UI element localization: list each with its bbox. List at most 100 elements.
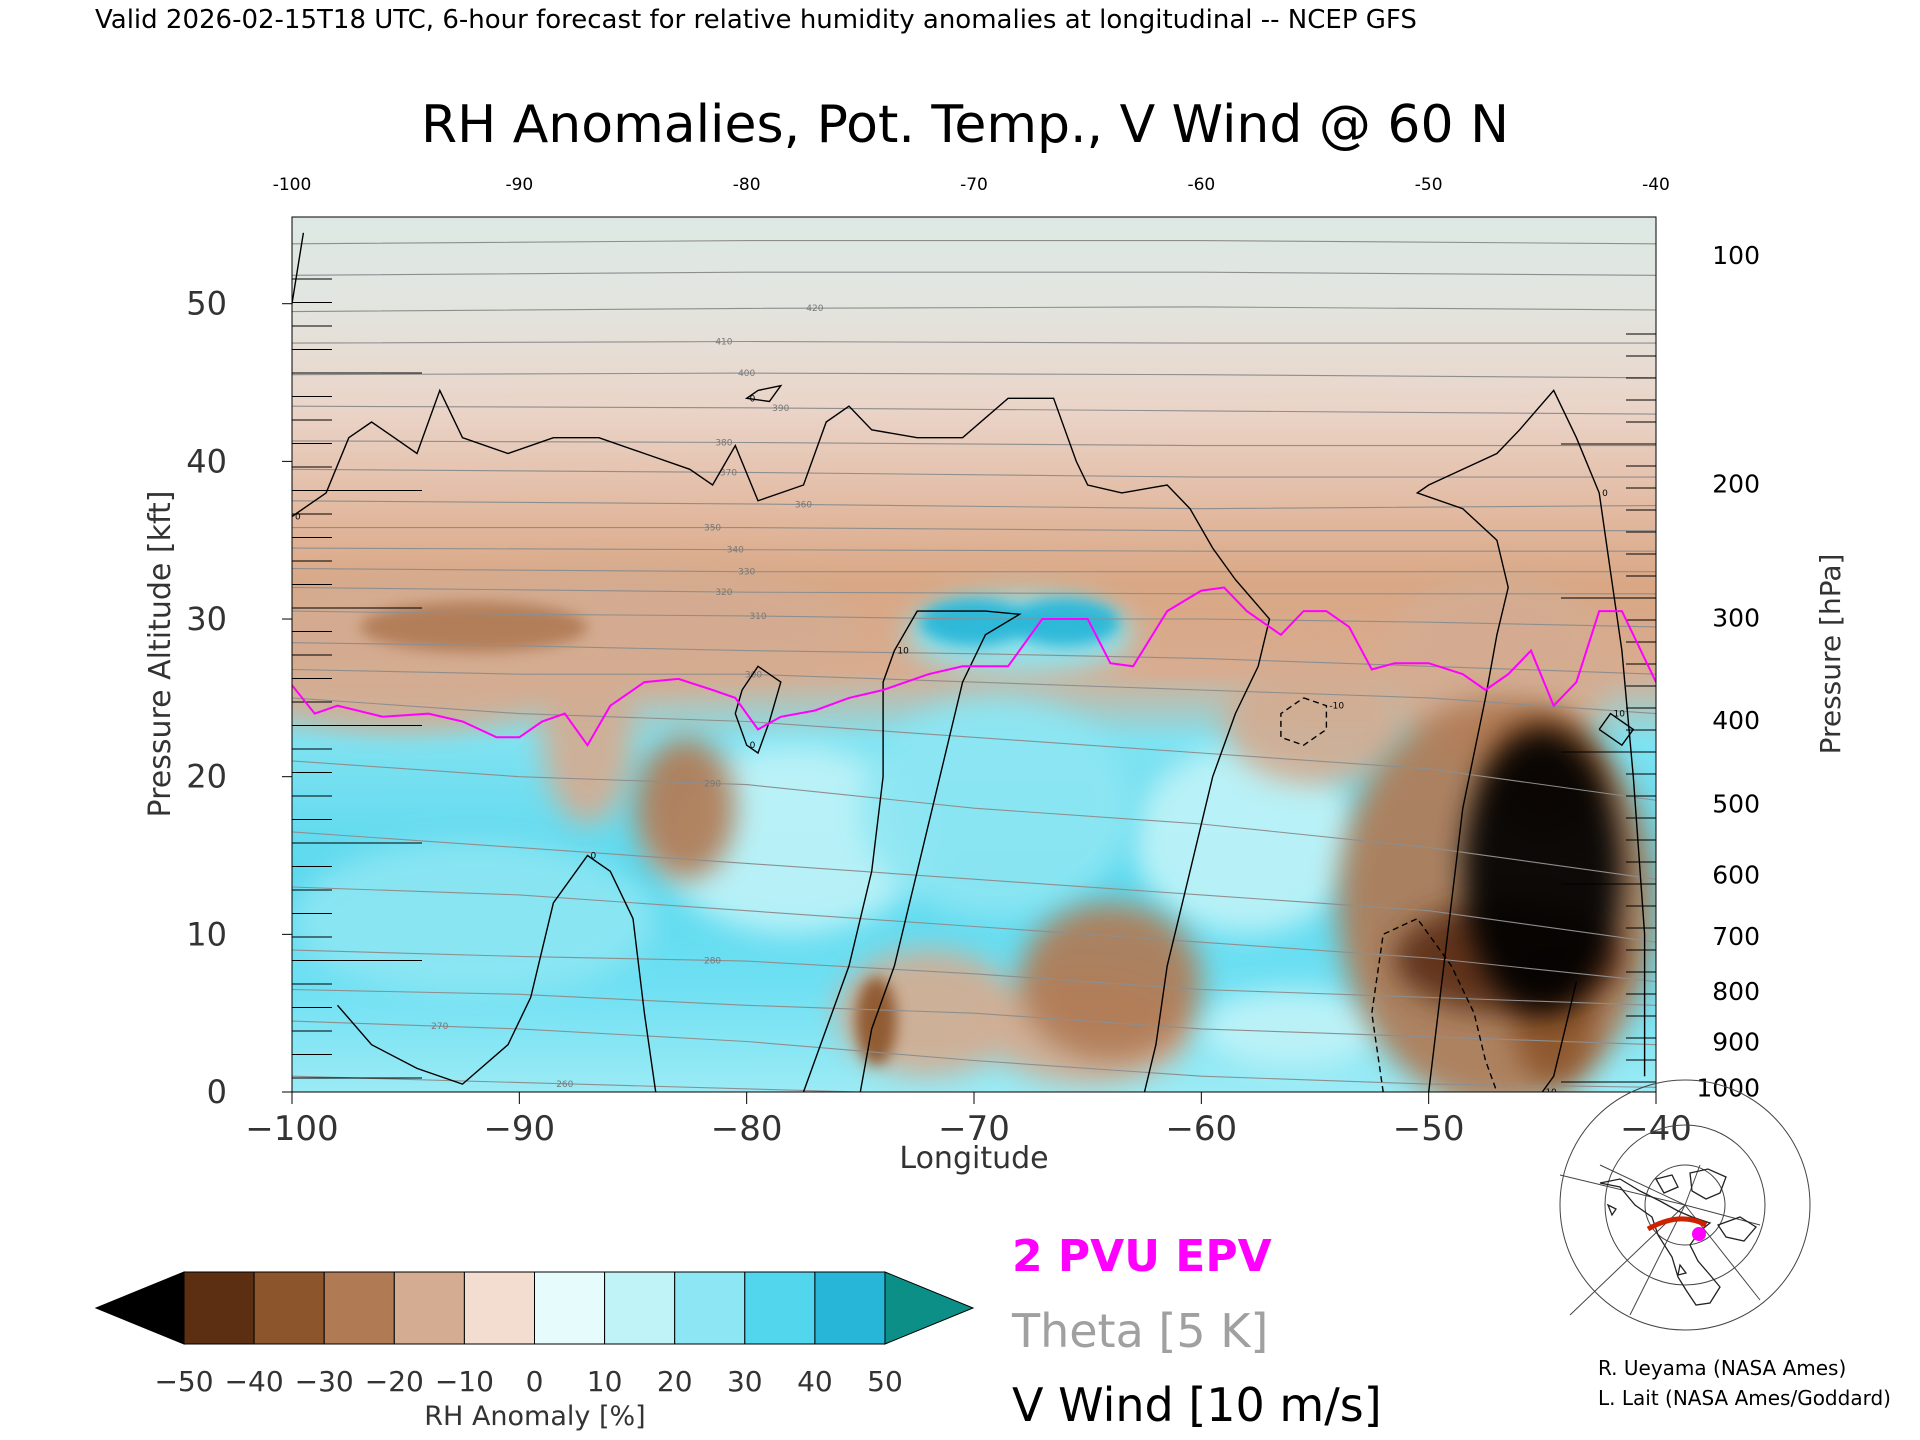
colorbar-tick-label: 10	[587, 1365, 623, 1398]
theta-contour	[292, 372, 1656, 379]
v-wind-contour-label: 0	[295, 513, 301, 523]
theta-contour-label: 400	[738, 369, 755, 379]
legend: 2 PVU EPV Theta [5 K] V Wind [10 m/s]	[1011, 1231, 1382, 1432]
rh-anomaly-blob	[855, 976, 897, 1066]
theta-contour-label: 310	[749, 612, 766, 622]
legend-v-wind: V Wind [10 m/s]	[1012, 1378, 1382, 1432]
section-line	[1646, 1216, 1708, 1232]
top-tick-label: -100	[273, 175, 312, 195]
colorbar-swatch	[253, 1271, 325, 1345]
colorbar-tick-label: −40	[225, 1365, 284, 1398]
colorbar-tick-label: 40	[797, 1365, 833, 1398]
y-tick-label: 10	[186, 915, 227, 953]
colorbar-tick-label: −10	[435, 1365, 494, 1398]
theta-contour	[292, 340, 1656, 344]
v-wind-contour	[1541, 981, 1578, 1092]
colorbar-tick-label: −30	[295, 1365, 354, 1398]
colorbar-title: RH Anomaly [%]	[424, 1401, 645, 1432]
v-wind-contour-label: 0	[750, 741, 756, 751]
theta-contour	[292, 610, 1656, 628]
theta-contour	[292, 886, 1656, 983]
pressure-tick-label: 400	[1712, 706, 1760, 735]
theta-contour	[292, 500, 1656, 510]
theta-contour	[292, 468, 1656, 478]
v-wind-contour	[744, 384, 783, 403]
y-tick-label: 30	[186, 600, 227, 638]
theta-contour-label: 260	[556, 1080, 573, 1090]
wind-tick-marks	[292, 278, 1656, 1083]
theta-contour-label: 360	[795, 501, 812, 511]
theta-contour	[292, 306, 1656, 313]
colorbar-swatch	[604, 1271, 676, 1345]
rh-anomaly-blob	[860, 697, 1134, 919]
colorbar: −50 −40 −30 −20 −10 0 10 20 30 40 50	[94, 1271, 975, 1398]
pressure-tick-label: 100	[1712, 241, 1760, 270]
colorbar-swatch	[814, 1271, 886, 1345]
y-tick-label: 40	[186, 442, 227, 480]
v-wind-contour	[802, 610, 1022, 1092]
pressure-tick-label: 900	[1712, 1028, 1760, 1057]
colorbar-tick-label: −50	[154, 1365, 213, 1398]
theta-contour	[292, 240, 1656, 245]
pressure-tick-label: 600	[1712, 860, 1760, 889]
top-tick-label: -90	[505, 175, 533, 195]
location-marker	[1692, 1227, 1706, 1241]
theta-contour-label: 340	[727, 546, 744, 556]
rh-anomaly-blob	[635, 737, 736, 880]
theta-contour	[292, 642, 1656, 675]
y2-axis-label: Pressure [hPa]	[1814, 554, 1847, 755]
rh-anomaly-blob	[1224, 658, 1406, 785]
v-wind-negative-contour	[1280, 697, 1328, 746]
theta-contour	[292, 949, 1656, 1006]
theta-contour	[292, 760, 1656, 880]
v-wind-contour-label: 0	[750, 394, 756, 404]
rh-anomaly-blob	[1019, 902, 1202, 1061]
theta-contour-label: 370	[720, 468, 737, 478]
theta-contours: 260 270 280 290 300 310 320 330 340 350 360 370 380 3…	[292, 240, 1656, 1092]
v-wind-contour	[292, 232, 305, 304]
legend-pv: 2 PVU EPV	[1012, 1231, 1272, 1282]
theta-contour	[292, 831, 1656, 943]
y-tick-label: 20	[186, 758, 227, 796]
rh-anomaly-blob	[1201, 989, 1384, 1069]
pressure-tick-label: 700	[1712, 922, 1760, 951]
theta-contour-label: 380	[715, 438, 732, 448]
pressure-tick-label: 200	[1712, 469, 1760, 498]
colorbar-swatch	[674, 1271, 746, 1345]
theta-contour	[292, 568, 1656, 573]
colorbar-swatch	[534, 1271, 606, 1345]
y-tick-label: 50	[186, 285, 227, 323]
theta-contour	[292, 527, 1656, 532]
rh-anomaly-field	[292, 563, 1656, 1092]
theta-contour-label: 420	[806, 304, 823, 314]
v-wind-negative-contour	[1371, 917, 1498, 1092]
top-tick-label: -60	[1187, 175, 1215, 195]
colorbar-swatch	[323, 1271, 395, 1345]
credit-line-2: L. Lait (NASA Ames/Goddard)	[1598, 1386, 1891, 1410]
axes: −100-100−90-90−80-80−70-70−60-60−50-50−4…	[186, 175, 1760, 1149]
y-tick-label: 0	[207, 1073, 227, 1111]
x-tick-label: −80	[711, 1109, 783, 1149]
v-wind-contour-label: -10	[1329, 702, 1344, 712]
pressure-tick-label: 500	[1712, 789, 1760, 818]
pv-2pvu-line	[292, 586, 1656, 748]
theta-contour-label: 300	[745, 670, 762, 680]
theta-contour	[292, 1020, 1656, 1088]
theta-contour-label: 350	[704, 524, 721, 534]
colorbar-tick-label: 20	[657, 1365, 693, 1398]
rh-anomaly-blob	[405, 563, 861, 690]
v-wind-contour	[292, 388, 1271, 1092]
theta-contour-label: 410	[715, 338, 732, 348]
valid-time-header: Valid 2026-02-15T18 UTC, 6-hour forecast…	[95, 5, 1417, 35]
x-tick-label: −70	[938, 1109, 1010, 1149]
legend-theta: Theta [5 K]	[1011, 1304, 1268, 1358]
credit-line-1: R. Ueyama (NASA Ames)	[1598, 1356, 1846, 1380]
theta-contour-label: 330	[738, 568, 755, 578]
v-wind-contour-label: 0	[591, 852, 597, 862]
colorbar-tick-label: 30	[727, 1365, 763, 1398]
theta-contour	[292, 668, 1656, 715]
pv-2pvu-contour	[292, 586, 1656, 748]
v-wind-contour-label: 10	[897, 647, 909, 657]
pressure-tick-label: 300	[1712, 603, 1760, 632]
